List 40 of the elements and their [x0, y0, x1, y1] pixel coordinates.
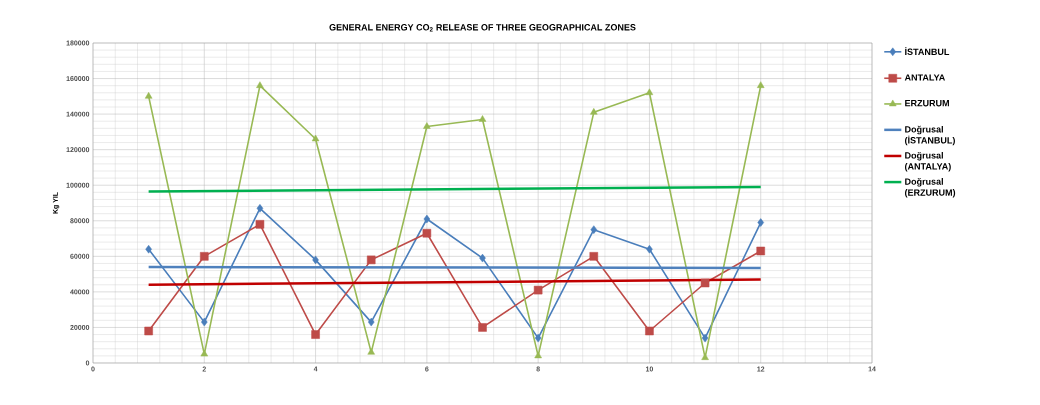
point	[478, 115, 487, 122]
point	[534, 333, 542, 343]
point	[590, 108, 598, 115]
point	[201, 317, 208, 327]
point	[646, 244, 653, 254]
point	[366, 255, 376, 265]
point	[756, 246, 765, 256]
point	[312, 255, 319, 265]
point	[255, 220, 265, 229]
point	[589, 252, 599, 261]
point	[700, 278, 710, 288]
point	[757, 218, 764, 227]
legend-label: Doğrusal (İSTANBUL)	[905, 125, 955, 146]
point	[422, 228, 432, 238]
point	[701, 333, 709, 343]
legend-label: Doğrusal (ERZURUM)	[905, 178, 956, 198]
point	[479, 253, 486, 263]
point	[645, 326, 654, 336]
chart-title: GENERAL ENERGY CO$_{2}$ RELEASE OF THREE GEOGRAPHICAL ZONES	[329, 24, 636, 32]
point	[200, 252, 209, 261]
point	[367, 348, 375, 355]
point	[478, 323, 487, 332]
point	[757, 81, 765, 88]
legend-label: İSTANBUL	[905, 47, 950, 55]
point	[256, 204, 264, 213]
point	[256, 81, 264, 88]
legend-label: Doğrusal (ANTALYA)	[905, 151, 951, 172]
legend-label: ANTALYA	[904, 74, 946, 81]
point	[590, 225, 598, 234]
point	[423, 214, 431, 224]
point	[311, 134, 320, 142]
point	[145, 244, 152, 254]
point	[423, 122, 431, 129]
point	[367, 317, 375, 327]
point	[533, 285, 543, 295]
point	[144, 326, 153, 336]
point	[311, 330, 320, 339]
point	[144, 92, 153, 99]
point	[645, 88, 654, 96]
legend-label: ERZURUM	[905, 100, 949, 107]
